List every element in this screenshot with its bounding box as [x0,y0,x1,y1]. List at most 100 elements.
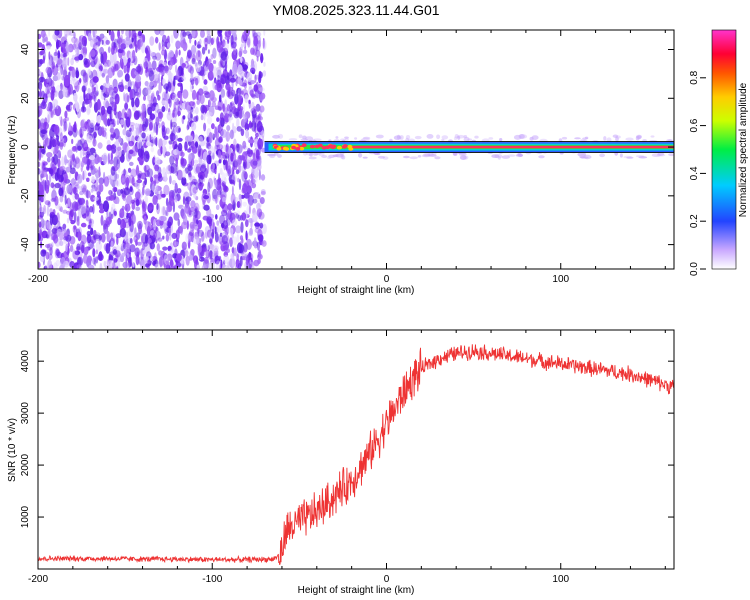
noise-mark [57,158,61,168]
noise-mark [113,210,117,216]
noise-mark [63,74,71,87]
noise-mark [215,131,219,140]
noise-mark [67,196,71,208]
noise-mark [230,89,236,97]
noise-mark [113,128,120,140]
noise-mark [39,255,45,263]
noise-mark [134,111,141,119]
noise-mark [93,196,99,201]
noise-mark [187,49,192,59]
noise-mark [50,80,55,88]
noise-mark [202,85,208,93]
noise-mark [237,108,244,119]
noise-mark [69,261,75,268]
noise-mark [125,231,129,243]
noise-mark [216,69,222,78]
signal-halo-mark [421,154,431,158]
noise-mark [169,132,176,142]
noise-mark [125,174,131,184]
noise-mark [244,242,248,253]
noise-mark [49,208,53,214]
noise-mark [181,212,186,220]
noise-mark [66,217,70,224]
noise-mark [96,114,102,124]
noise-mark [231,106,237,115]
noise-mark [51,139,57,148]
signal-halo-mark [313,138,322,142]
noise-mark [143,61,149,70]
noise-mark [216,220,220,226]
noise-mark [116,146,122,151]
noise-mark [78,158,81,164]
noise-mark [92,76,99,83]
noise-mark [204,256,209,264]
noise-mark [162,34,167,43]
noise-mark [239,106,244,111]
noise-mark [240,90,245,95]
noise-mark [181,169,187,179]
noise-mark [63,120,68,132]
noise-mark [124,73,130,82]
noise-mark [243,161,246,169]
noise-mark [162,129,166,139]
noise-mark [146,168,154,178]
noise-mark [197,88,204,96]
noise-mark [102,219,107,230]
noise-mark [149,134,152,143]
noise-mark [237,177,240,183]
noise-mark [181,76,186,81]
noise-mark [106,231,111,243]
noise-mark [100,105,106,116]
noise-mark [173,101,176,112]
noise-mark [244,94,249,104]
signal-halo-mark [396,134,401,140]
signal-halo-mark [488,137,494,140]
noise-mark [60,64,64,75]
noise-mark [96,191,101,196]
noise-mark [60,36,68,45]
noise-mark [86,233,92,244]
noise-mark [162,235,165,240]
noise-mark [105,243,111,254]
noise-mark [46,45,51,50]
noise-mark [134,247,140,257]
noise-mark [214,231,219,243]
noise-mark [206,30,211,37]
noise-mark [56,39,59,50]
noise-mark [253,84,259,92]
noise-mark [87,87,91,95]
noise-mark [44,200,51,206]
noise-mark [92,186,98,192]
noise-mark [184,141,188,152]
noise-mark [210,54,214,60]
noise-mark [207,250,214,260]
noise-mark [155,36,159,44]
noise-mark [71,36,78,44]
noise-mark [82,149,85,156]
noise-mark [211,228,215,240]
signal-halo-mark [499,138,503,142]
noise-mark [149,113,156,120]
noise-mark [80,133,83,139]
noise-mark [145,154,150,159]
noise-mark [153,259,159,268]
noise-mark [148,99,152,107]
noise-mark [61,63,67,68]
noise-mark [56,212,60,223]
noise-mark [174,40,182,49]
noise-mark [136,179,143,184]
noise-mark [92,87,95,95]
signal-halo-mark [267,153,276,157]
noise-mark [98,166,101,178]
noise-mark [186,104,191,113]
noise-mark [203,112,206,121]
noise-mark [218,150,221,159]
noise-mark [69,155,73,166]
noise-mark [192,236,199,244]
signal-halo-mark [434,156,441,160]
noise-mark [65,231,69,236]
noise-mark [71,177,75,187]
signal-halo-mark [417,155,422,158]
noise-mark [188,172,192,178]
noise-mark [195,166,202,174]
